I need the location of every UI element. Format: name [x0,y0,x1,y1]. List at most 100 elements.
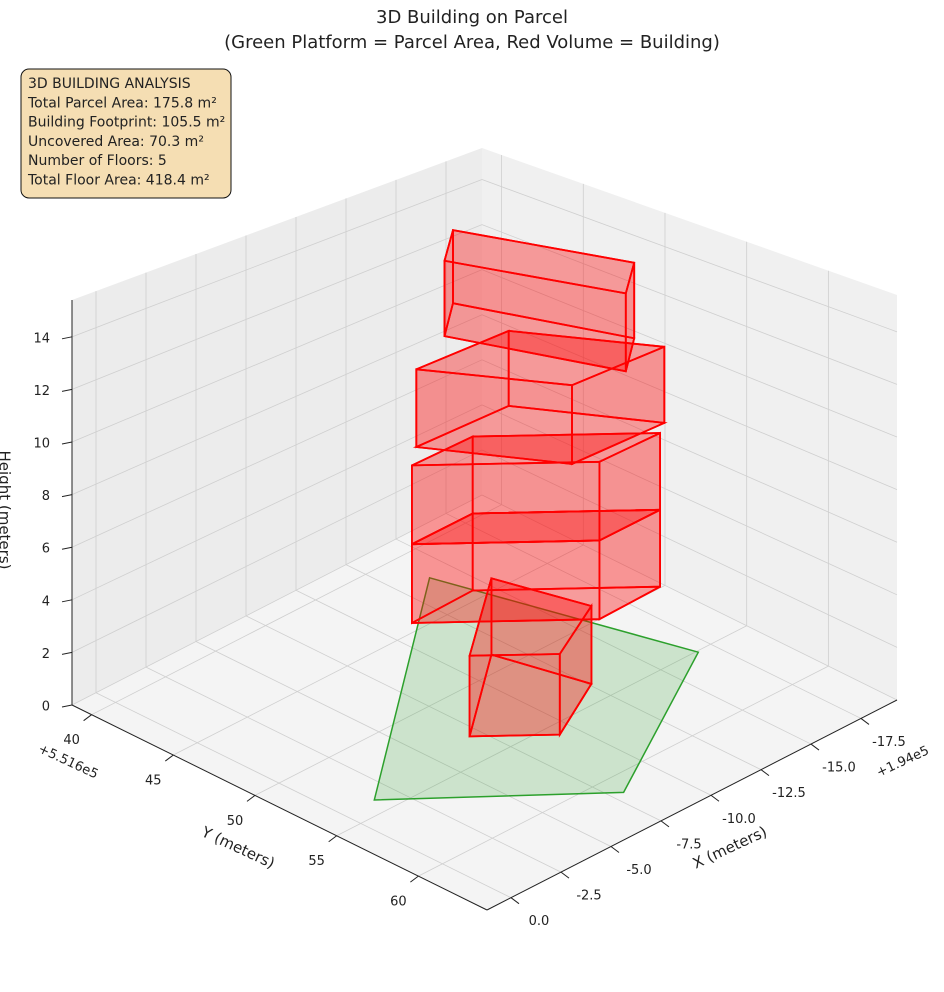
z-tick-label: 4 [42,594,50,609]
grid-line [71,269,483,443]
annotation-line: Building Footprint: 105.5 m² [28,115,225,131]
grid-line [95,692,512,899]
grid-line [445,513,862,719]
x-tick [510,897,520,905]
x-tick-label: -12.5 [772,786,806,801]
x-tick-label: -5.0 [626,863,651,878]
floor-pane [72,495,897,910]
x-tick-label: -10.0 [722,812,756,827]
z-tick-label: 12 [33,384,50,399]
grid-line [481,314,898,490]
x-tick [560,871,570,879]
plot-area: 0.0-2.5-5.0-7.5-10.0-12.5-15.0-17.540455… [33,148,906,929]
grid-line [481,449,898,648]
parcel [373,576,700,801]
chart-subtitle: (Green Platform = Parcel Area, Red Volum… [224,32,720,53]
z-tick [61,651,73,655]
annotation-line: Uncovered Area: 70.3 m² [28,134,204,150]
floor-bottom [412,404,668,465]
y-axis-label: Y (meters) [198,822,278,872]
x-tick [610,846,620,853]
x-tick [860,718,870,725]
annotation-box: 3D BUILDING ANALYSIS Total Parcel Area: 1… [20,68,232,199]
z-tick-label: 14 [33,331,50,346]
grid-line [145,666,562,873]
x-tick [660,820,670,828]
grid-line [481,494,898,701]
x-tick [760,769,770,777]
x-tick-label: -2.5 [576,889,601,904]
y-tick [246,794,256,802]
grid-line [336,625,747,837]
grid-line [173,544,584,756]
z-tick [61,599,73,603]
z-tick [61,546,73,550]
y-tick-label: 55 [308,854,325,869]
z-tick-label: 6 [42,542,50,557]
z-tick [61,388,73,392]
grid-line [71,404,483,601]
annotation-line: 3D BUILDING ANALYSIS [28,76,191,92]
floor-top [443,229,636,295]
floor-bottom [468,653,593,738]
grid-line [91,504,502,716]
grid-line [195,641,612,847]
grid-line [481,359,898,543]
grid-line [254,585,666,796]
grid-line [395,538,812,745]
z-tick-label: 0 [42,700,50,715]
y-tick [410,875,419,883]
x-tick-label: -17.5 [872,735,906,750]
x-tick [810,743,820,751]
z-tick-label: 10 [33,437,50,452]
annotation-line: Total Floor Area: 418.4 m² [27,173,210,189]
grid-line [71,179,483,338]
x-axis-label: X (meters) [690,823,770,873]
y-tick-label: 60 [390,895,407,910]
x-tick [710,794,720,802]
grid-line [71,494,483,706]
z-tick-label: 8 [42,489,50,504]
grid-line [71,449,483,653]
annotation-background [20,68,232,199]
z-axis-label: Height (meters) [0,451,14,570]
floor-bottom [411,508,661,546]
z-tick [61,704,73,708]
y-tick [328,835,337,843]
grid-line [71,359,483,548]
grid-line [481,224,898,385]
grid-line [481,404,898,596]
floor-bottom [411,585,661,624]
grid-line [71,224,483,390]
z-tick [61,494,73,498]
grid-line [295,589,712,796]
chart-title: 3D Building on Parcel [376,7,568,28]
floor-top [415,329,665,387]
grid-line [345,564,762,771]
floor-bottom [443,302,636,373]
x-tick-label: 0.0 [529,914,550,929]
annotation-line: Number of Floors: 5 [28,153,167,169]
y-tick [83,714,92,722]
grid-line [481,179,898,333]
floor-top [468,577,593,657]
grid-line [418,665,829,877]
x-axis-line [486,699,898,911]
y-tick-label: 45 [145,774,162,789]
floor-top [411,432,661,467]
left-pane [72,148,482,705]
y-tick [164,754,174,762]
x-tick-label: -7.5 [676,837,701,852]
y-tick-label: 40 [63,733,80,748]
y-axis-line [71,704,488,911]
grid-line [71,314,483,495]
y-tick-label: 50 [227,814,244,829]
grid-line [245,615,662,822]
z-tick [61,336,73,340]
annotation-line: Total Parcel Area: 175.8 m² [27,95,217,111]
x-tick-label: -15.0 [822,761,856,776]
z-tick-label: 2 [42,647,50,662]
grid-line [481,269,898,438]
